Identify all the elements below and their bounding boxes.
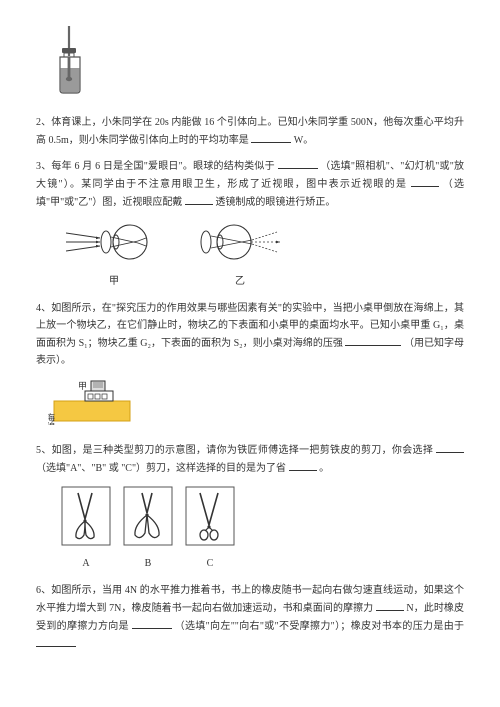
q5-text-c: 。: [319, 463, 329, 474]
eye-right: 乙: [192, 219, 288, 290]
q5-blank-2: [289, 459, 317, 471]
q4-label-sponge: 海绵: [48, 412, 55, 425]
q3-blank-1: [278, 157, 318, 169]
question-2: 2、体育课上，小朱同学在 20s 内能做 16 个引体向上。已知小朱同学重 50…: [36, 114, 464, 149]
q5-text-a: 5、如图，是三种类型剪刀的示意图，请你为铁匠师傅选择一把剪铁皮的剪刀，你会选择: [36, 445, 433, 456]
eye-left: 甲: [66, 219, 162, 290]
q6-blank-1: [376, 599, 404, 611]
eye-left-label: 甲: [66, 273, 162, 290]
question-4: 4、如图所示，在"探究压力的作用效果与哪些因素有关"的实验中，当把小桌甲倒放在海…: [36, 300, 464, 369]
q3-blank-3: [185, 193, 213, 205]
scissor-b-label: B: [122, 555, 174, 572]
q4-blank: [345, 334, 401, 346]
q5-text-b: （选填"A"、"B" 或 "C"）剪刀，这样选择的目的是为了省: [36, 463, 286, 474]
question-6: 6、如图所示，当用 4N 的水平推力推着书，书上的橡皮随书一起向右做匀速直线运动…: [36, 582, 464, 653]
scissor-c: C: [184, 485, 236, 572]
eye-diagrams: 甲 乙: [66, 219, 464, 290]
question-5: 5、如图，是三种类型剪刀的示意图，请你为铁匠师傅选择一把剪铁皮的剪刀，你会选择 …: [36, 441, 464, 477]
q2-text: 2、体育课上，小朱同学在 20s 内能做 16 个引体向上。已知小朱同学重 50…: [36, 117, 464, 146]
q3-text-d: 透镜制成的眼镜进行矫正。: [215, 197, 335, 208]
scissor-c-label: C: [184, 555, 236, 572]
question-3: 3、每年 6 月 6 日是全国"爱眼日"。眼球的结构类似于 （选填"照相机"、"…: [36, 157, 464, 211]
q3-blank-2: [411, 175, 439, 187]
scissor-a: A: [60, 485, 112, 572]
sponge-figure: 甲 海绵: [48, 377, 464, 431]
q6-blank-2: [132, 617, 172, 629]
q2-blank: [251, 131, 291, 143]
q2-unit: W。: [294, 135, 313, 146]
q4-label-jia: 甲: [78, 381, 87, 391]
eye-right-label: 乙: [192, 273, 288, 290]
q3-text-a: 3、每年 6 月 6 日是全国"爱眼日"。眼球的结构类似于: [36, 161, 275, 172]
scissors-figures: A B C: [60, 485, 464, 572]
q6-blank-3: [36, 635, 76, 647]
bottle-figure: [48, 26, 464, 104]
q6-text-c: （选填"向左""向右"或"不受摩擦力"）；橡皮对书本的压力是由于: [175, 621, 464, 632]
scissor-b: B: [122, 485, 174, 572]
scissor-a-label: A: [60, 555, 112, 572]
q5-blank-1: [436, 441, 464, 453]
